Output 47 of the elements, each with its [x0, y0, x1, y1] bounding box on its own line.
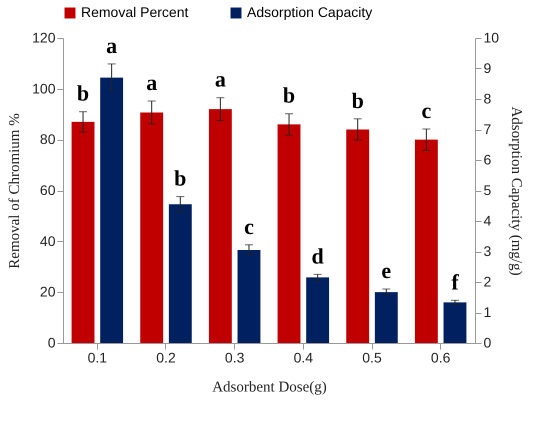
data-label: e: [381, 258, 392, 284]
y2-axis-title: Adsorption Capacity (mg/g): [508, 106, 524, 276]
data-label: b: [282, 82, 296, 108]
y-tick-label: 40: [40, 232, 56, 249]
bar: [238, 250, 260, 343]
data-label: c: [244, 214, 254, 239]
y-tick-label: 20: [40, 284, 56, 300]
data-label: a: [106, 32, 118, 58]
y-tick-label: 0: [48, 334, 56, 350]
x-tick-label: 0.5: [362, 350, 382, 366]
data-label: f: [451, 269, 460, 294]
x-tick-label: 0.2: [156, 350, 176, 366]
bar: [306, 277, 330, 343]
x-tick-label: 0.3: [224, 350, 245, 366]
legend-label: Adsorption Capacity: [247, 4, 372, 20]
y-tick-label: 100: [32, 80, 56, 96]
data-label: d: [312, 243, 324, 268]
data-label: c: [421, 98, 432, 123]
y2-tick-label: 8: [484, 90, 492, 106]
bar: [100, 78, 124, 343]
y-tick-label: 60: [40, 182, 56, 198]
data-label: a: [146, 70, 158, 96]
y2-tick-label: 5: [484, 182, 492, 198]
bar: [374, 292, 398, 343]
y2-tick-label: 6: [484, 152, 492, 168]
legend-label: Removal Percent: [81, 4, 188, 20]
y2-tick-label: 7: [484, 121, 492, 137]
data-label: b: [352, 88, 364, 113]
y2-tick-label: 2: [484, 274, 492, 290]
y2-tick-label: 9: [484, 60, 492, 76]
y2-tick-label: 10: [484, 30, 500, 46]
y2-tick-label: 3: [484, 243, 492, 259]
x-tick-label: 0.4: [294, 350, 314, 366]
data-label: a: [214, 66, 226, 92]
x-tick-label: 0.6: [430, 350, 451, 366]
y2-tick-label: 0: [484, 334, 492, 350]
x-axis-title: Adsorbent Dose(g): [212, 380, 327, 396]
x-tick-label: 0.1: [88, 350, 108, 366]
y-tick-label: 120: [32, 30, 56, 46]
data-label: b: [76, 80, 90, 106]
bar: [444, 302, 466, 343]
bar: [168, 204, 192, 343]
y2-tick-label: 4: [484, 212, 492, 228]
y-axis-title: Removal of Chromium %: [7, 113, 24, 269]
y2-tick-label: 1: [484, 304, 492, 320]
y-tick-label: 80: [40, 131, 56, 148]
data-label: b: [174, 166, 186, 191]
